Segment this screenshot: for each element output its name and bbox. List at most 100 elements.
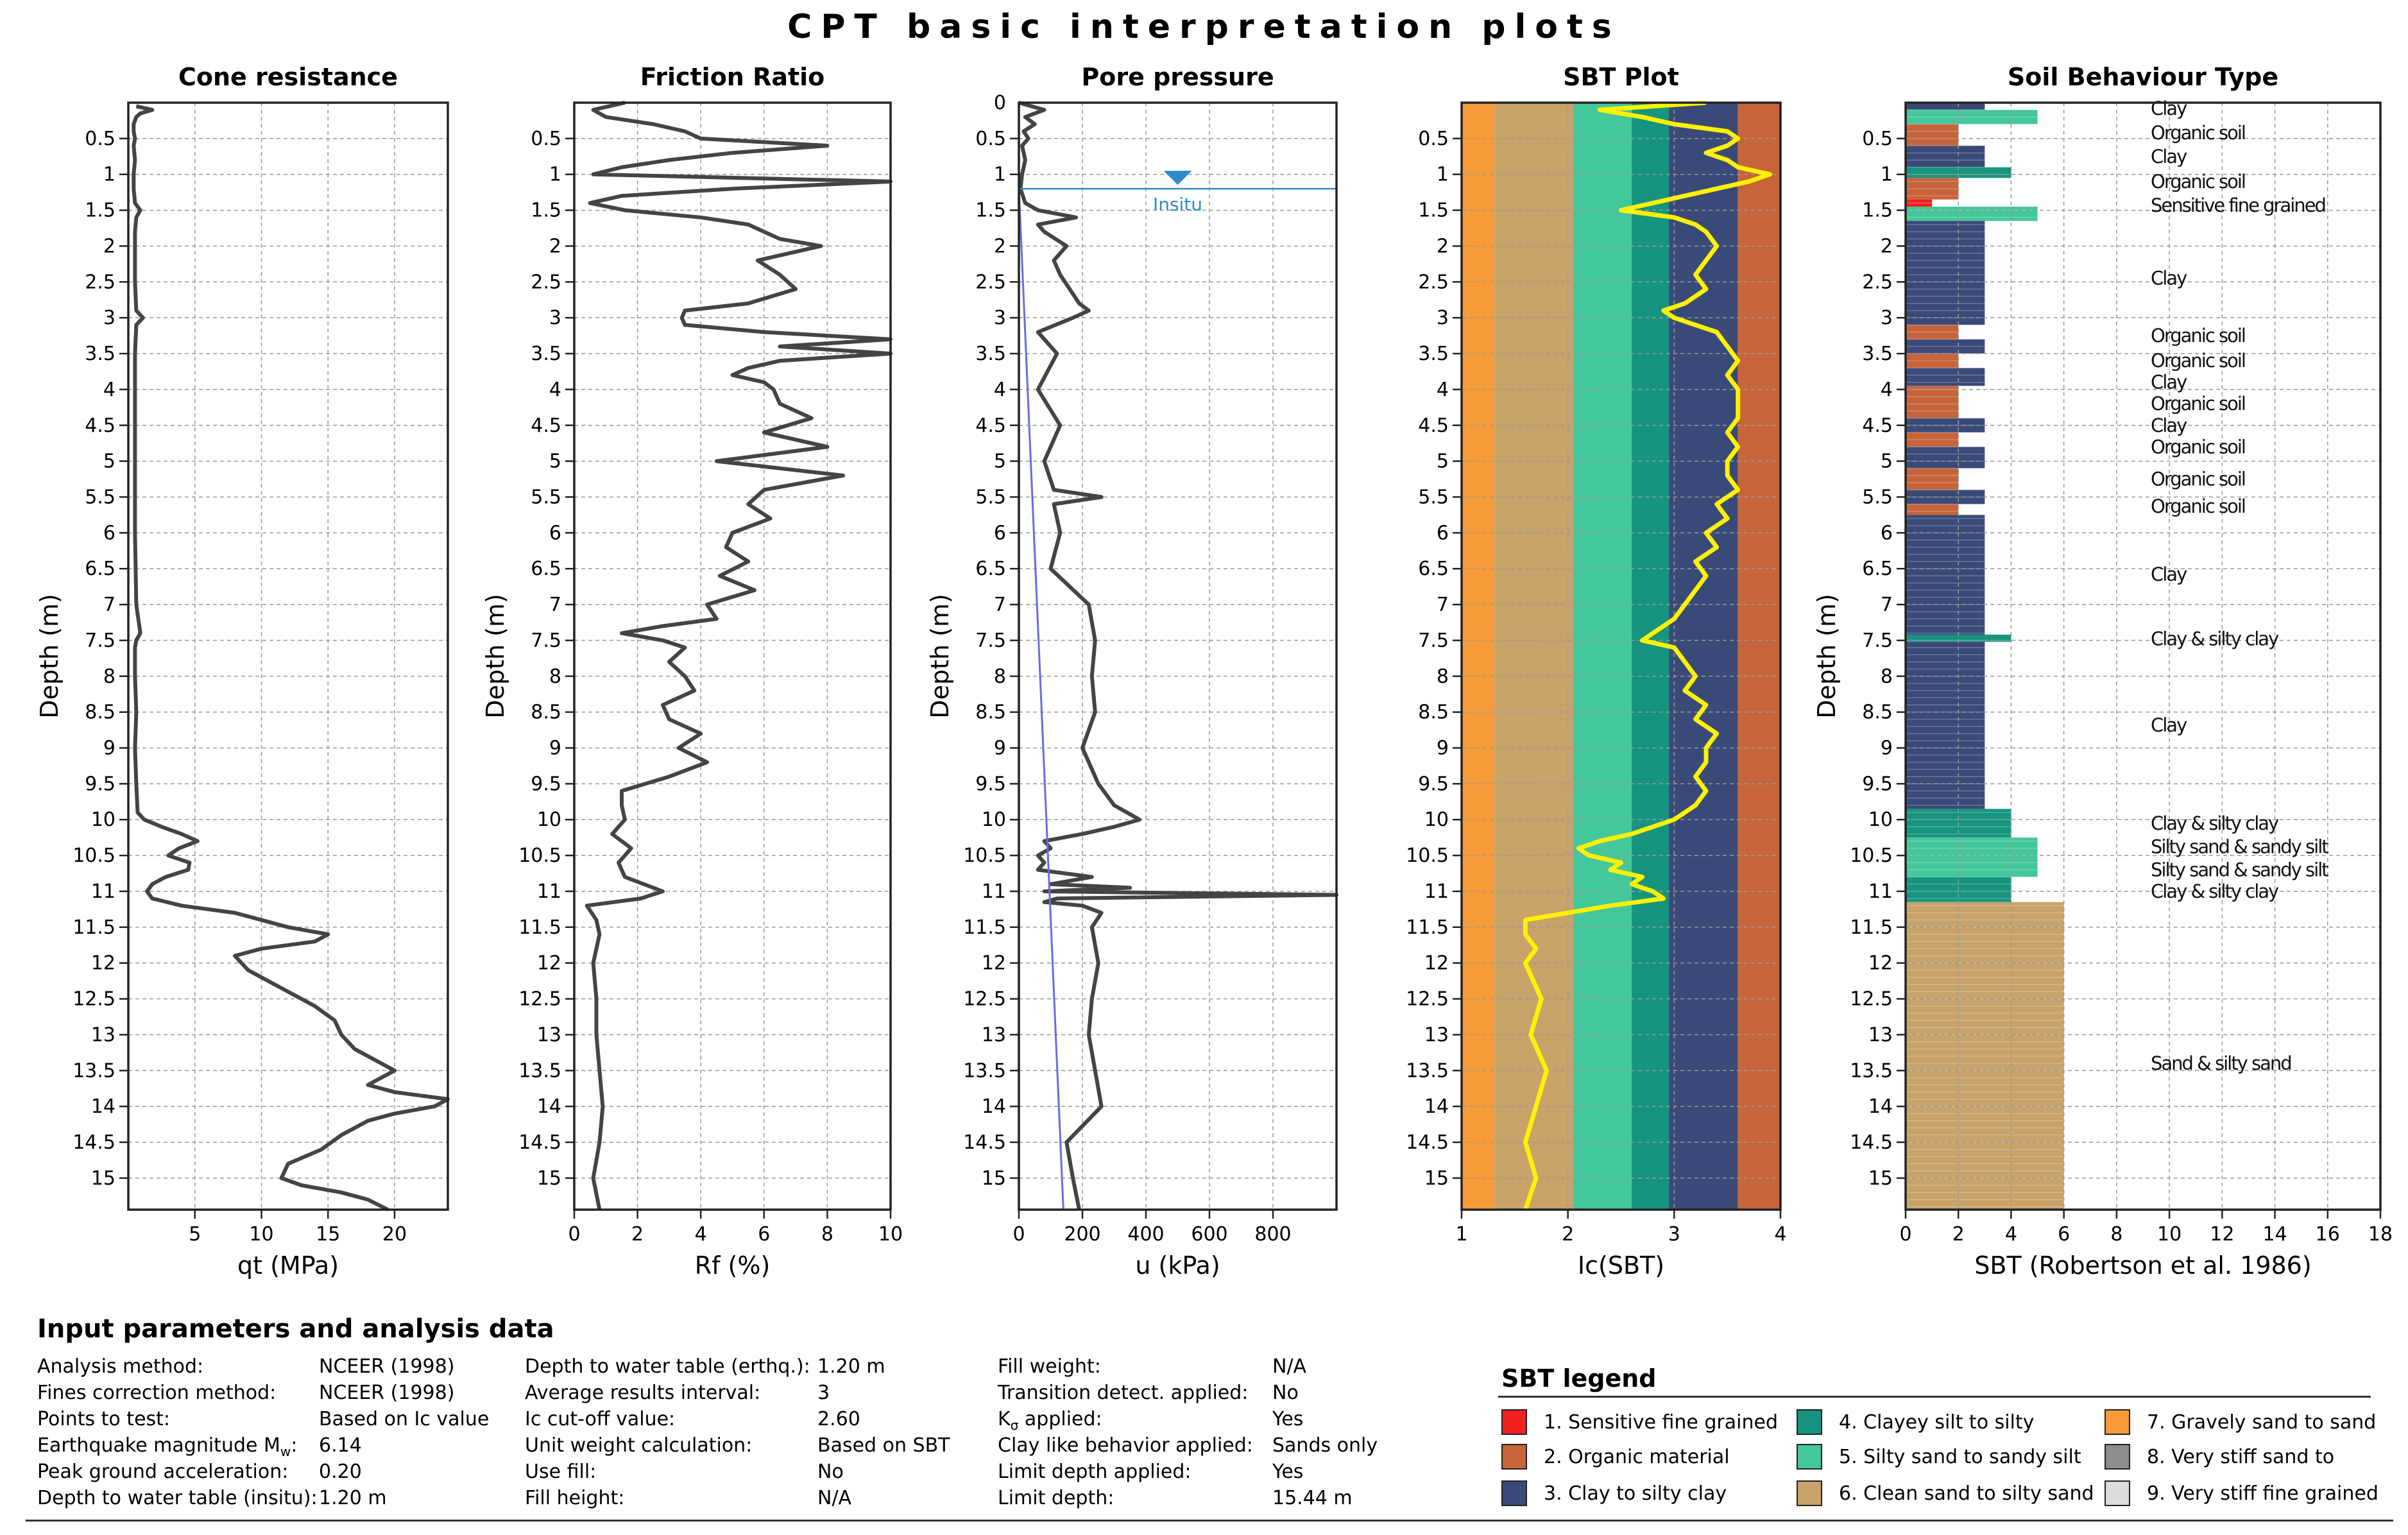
sbt-annotation: Organic soil [2151,436,2245,458]
x-axis-label: qt (MPa) [237,1251,339,1280]
param-label: Use fill: [525,1461,596,1483]
y-tick-label: 7 [103,594,115,616]
param-label-text: Unit weight calculation: [525,1434,753,1457]
sbt-zone-3 [1573,103,1632,1210]
sbt-bar [1906,221,1985,325]
y-tick-label: 5 [549,450,561,473]
chart-title: Soil Behaviour Type [2008,63,2278,91]
sbt-bar [1906,515,1985,635]
param-label-text: Depth to water table (insitu): [37,1487,318,1509]
bottom-divider [26,1520,2393,1522]
y-tick-label: 9.5 [1418,773,1449,795]
x-tick-label: 20 [382,1223,407,1246]
y-tick-label: 2 [994,235,1006,257]
water-table-marker-icon [1163,171,1192,185]
sbt-bar [1906,206,2038,221]
y-tick-label: 14 [982,1095,1006,1118]
y-tick-label: 3 [549,307,561,329]
y-tick-label: 4 [1881,379,1893,401]
y-tick-label: 5 [1881,450,1893,473]
param-value: 1.20 m [319,1487,387,1509]
y-tick-label: 13.5 [518,1059,561,1082]
sbt-bar [1906,432,1959,447]
y-tick-label: 14.5 [963,1131,1006,1154]
y-tick-label: 4 [103,379,115,401]
y-tick-label: 5 [1437,450,1449,473]
param-label-text: Fill weight: [998,1355,1101,1378]
param-label-suffix: : [291,1434,298,1457]
x-tick-label: 0 [1899,1223,1911,1246]
y-tick-label: 0.5 [1862,128,1893,150]
y-tick-label: 9 [1881,737,1893,760]
sbt-annotation: Clay [2151,372,2187,393]
y-tick-label: 9.5 [531,773,561,795]
sbt-annotation: Clay [2151,98,2187,119]
sbt-annotation: Clay & silty clay [2151,812,2279,834]
sbt-annotation: Silty sand & sandy silt [2151,859,2328,880]
y-tick-label: 8.5 [531,701,561,724]
y-tick-label: 3.5 [1418,343,1449,365]
sbt-annotation: Clay [2151,268,2187,289]
x-tick-label: 800 [1254,1223,1291,1246]
x-tick-label: 400 [1127,1223,1164,1246]
legend-label: 9. Very stiff fine grained [2147,1482,2378,1505]
y-tick-label: 12.5 [1406,988,1449,1011]
y-tick-label: 8.5 [1862,701,1893,724]
legend-swatch [1797,1409,1822,1435]
y-tick-label: 8 [1437,665,1449,688]
param-label: Fill weight: [998,1355,1101,1378]
legend-label: 4. Clayey silt to silty [1839,1411,2035,1434]
y-tick-label: 3 [103,307,115,329]
legend-label: 7. Gravely sand to sand [2147,1411,2377,1434]
param-label: Points to test: [37,1408,170,1430]
plot-frame [1904,101,2382,1211]
x-tick-label: 6 [2058,1223,2070,1246]
y-tick-label: 5.5 [1418,486,1449,508]
y-tick-label: 4.5 [975,415,1006,437]
y-tick-label: 5.5 [975,486,1006,508]
y-tick-label: 10 [982,809,1006,831]
x-axis-label: u (kPa) [1135,1251,1220,1280]
x-tick-label: 10 [878,1223,903,1246]
y-tick-label: 14.5 [518,1131,561,1154]
legend-item: 4. Clayey silt to silty [1797,1409,2034,1435]
y-tick-label: 11 [1424,880,1449,903]
sbt-bar [1906,490,1985,504]
param-label-text: K [998,1408,1011,1430]
y-tick-label: 8 [1881,665,1893,688]
plot-frame [127,101,449,1211]
x-tick-label: 14 [2262,1223,2287,1246]
series-line-qt [132,104,450,1212]
y-tick-label: 15 [982,1167,1006,1190]
legend-item: 8. Very stiff sand to [2105,1444,2334,1470]
x-tick-label: 4 [2005,1223,2017,1246]
y-tick-label: 9 [1437,737,1449,760]
param-label: Fines correction method: [37,1382,276,1404]
sbt-annotation: Clay & silty clay [2151,628,2279,650]
param-label: Unit weight calculation: [525,1434,752,1457]
y-tick-label: 11.5 [518,916,561,939]
x-tick-label: 4 [695,1223,707,1246]
y-tick-label: 11.5 [1406,916,1449,939]
sbt-zone-1 [1462,103,1495,1210]
y-tick-label: 7.5 [531,630,561,652]
y-tick-label: 7 [1881,594,1893,616]
y-tick-label: 3 [994,307,1006,329]
y-tick-label: 6 [549,522,561,544]
y-tick-label: 10 [1868,809,1893,831]
y-tick-label: 11.5 [1850,916,1893,939]
sbt-annotation: Silty sand & sandy silt [2151,836,2328,858]
param-label-text: Use fill: [525,1461,597,1483]
y-tick-label: 8.5 [1418,701,1449,724]
y-tick-label: 12.5 [518,988,561,1011]
x-tick-label: 8 [821,1223,833,1246]
sbt-annotation: Clay [2151,415,2187,436]
y-tick-label: 11 [537,880,561,903]
param-value: N/A [817,1487,852,1509]
plot-frame [1460,101,1782,1211]
y-tick-label: 6.5 [85,558,115,580]
sbt-annotation: Organic soil [2151,393,2245,415]
y-tick-label: 13.5 [963,1059,1006,1082]
param-label-text: Transition detect. applied: [998,1382,1249,1404]
